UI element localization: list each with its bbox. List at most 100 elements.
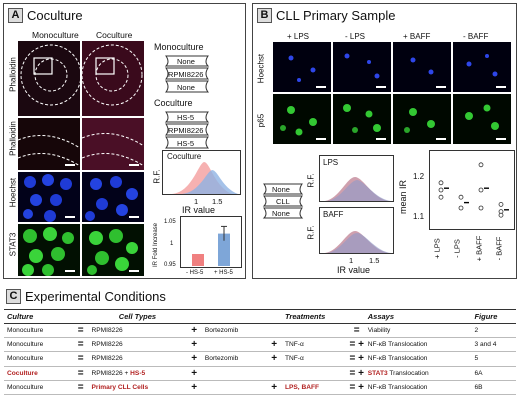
cell-treat1: Bortezomib — [201, 351, 267, 367]
schematic-co-title: Coculture — [154, 98, 193, 108]
cell-cells: RPMI8226 + HS-5 — [88, 366, 187, 381]
op-plus: + — [266, 380, 282, 395]
hoechst-co-cells — [85, 176, 138, 221]
stat3-co-cells — [87, 229, 138, 275]
cell-culture: Monoculture — [4, 351, 73, 367]
col-plus-lps: + LPS — [287, 32, 310, 41]
op-equals: = — [348, 323, 365, 339]
b-p65-minus-baff — [453, 94, 511, 144]
op-equals: = — [72, 351, 89, 367]
scatter-cat-minus-lps: - LPS — [452, 239, 462, 258]
schematic-cll-top: None — [272, 185, 290, 194]
b-hoechst-minus-lps-cells — [344, 53, 380, 79]
dist-lps-title: LPS — [323, 158, 339, 167]
schematic-cll-bottom: None — [272, 209, 290, 218]
panel-b: B CLL Primary Sample + LPS - LPS + BAFF … — [252, 3, 517, 279]
b-p65-minus-lps — [333, 94, 391, 144]
b-p65-minus-baff-cells — [465, 104, 499, 130]
scatter-point-1-0 — [458, 194, 464, 200]
scale-bar — [129, 164, 139, 166]
col-coculture: Coculture — [96, 30, 133, 40]
b-hoechst-minus-baff-cells — [466, 54, 498, 77]
schematic-mono-top: None — [177, 57, 195, 66]
dist-baff-title: BAFF — [323, 210, 344, 219]
scatter-cat-plus-lps: + LPS — [432, 238, 442, 259]
bar-cat-minus: - HS-5 — [186, 270, 204, 276]
schematic-mono-bottom: None — [177, 83, 195, 92]
col-plus-baff: + BAFF — [403, 32, 431, 41]
hoechst-mono-image — [18, 172, 80, 222]
scale-bar — [436, 86, 446, 88]
b-p65-minus-lps-cells — [343, 104, 381, 133]
op-plus: + — [186, 351, 202, 367]
phalloidin-mono-zoom — [18, 118, 80, 170]
bar-tick-top: 1.05 — [164, 219, 176, 225]
cell-treat2: TNF-α — [281, 351, 349, 367]
phalloidin-co-overlay — [82, 44, 143, 106]
op-equals: = — [72, 366, 89, 381]
schematic-mono-diagram — [164, 55, 210, 93]
cell-figure: 6B — [471, 380, 516, 395]
bar-cat-plus: + HS-5 — [214, 270, 233, 276]
scatter-ylabel: mean IR — [398, 180, 408, 215]
header-assays: Assays — [364, 309, 472, 324]
cell-treat2 — [281, 323, 349, 339]
scale-bar — [65, 270, 75, 272]
bar-tick-bottom: 0.95 — [164, 262, 176, 268]
cell-figure: 3 and 4 — [471, 337, 516, 353]
scatter-point-0-0 — [438, 180, 444, 186]
scale-bar — [316, 86, 326, 88]
phalloidin-mono-overlay — [20, 44, 80, 106]
schematic-co-diagram — [164, 111, 210, 149]
cell-assay: NF-κB Translocation — [364, 380, 472, 395]
scatter-point-2-0 — [478, 162, 484, 168]
schematic-mono-title: Monoculture — [154, 42, 204, 52]
bar-ylabel: IR Fold Increase — [153, 222, 159, 268]
op-equals: = + — [348, 380, 365, 395]
row-label-b-p65: p65 — [256, 113, 266, 128]
panel-b-letter: B — [257, 8, 272, 23]
cell-cells: Primary CLL Cells — [88, 380, 187, 395]
cell-assay: Viability — [364, 323, 472, 339]
scale-bar — [129, 216, 139, 218]
phalloidin-co-image — [82, 41, 144, 116]
dist-a-tick-2: 1.5 — [212, 197, 223, 206]
scale-bar — [376, 138, 386, 140]
panel-c-header: C Experimental Conditions — [6, 289, 166, 304]
row-label-b-hoechst: Hoechst — [256, 53, 266, 84]
dist-a-tick-1: 1 — [194, 197, 199, 206]
cell-figure: 6A — [471, 366, 516, 381]
scatter-point-3-2 — [498, 212, 504, 218]
cell-treat1 — [201, 366, 267, 381]
col-minus-baff: - BAFF — [463, 32, 489, 41]
dist-baff-tick-1: 1 — [349, 256, 354, 265]
panel-c-title: Experimental Conditions — [25, 289, 166, 304]
phalloidin-co-zoom — [82, 118, 144, 170]
table-row: Monoculture = Primary CLL Cells + + LPS,… — [4, 380, 516, 395]
cell-assay: NF-κB Translocation — [364, 337, 472, 353]
dist-a-ylabel: R.F. — [152, 169, 162, 184]
cell-figure: 2 — [471, 323, 516, 339]
dist-lps-curve-b — [327, 180, 391, 201]
row-label-phalloidin-2: Phalloidin — [8, 121, 18, 156]
op-plus: + — [186, 323, 202, 339]
bar-frame — [180, 216, 242, 268]
scale-bar — [496, 86, 506, 88]
schematic-co-middle: RPMI8226 — [168, 126, 204, 135]
dist-baff-xlabel: IR value — [337, 265, 371, 275]
op-plus — [266, 323, 282, 339]
cell-treat1 — [201, 337, 267, 353]
op-equals: = + — [348, 337, 365, 353]
scale-bar — [316, 138, 326, 140]
stat3-co-image — [82, 224, 144, 276]
panel-a: A Coculture Monoculture Coculture Phallo… — [3, 3, 246, 279]
dist-lps-ylabel: R.F. — [306, 173, 316, 188]
panel-b-title: CLL Primary Sample — [276, 8, 396, 23]
hoechst-mono-cells — [23, 174, 72, 222]
stat3-mono-image — [18, 224, 80, 276]
header-treatments: Treatments — [281, 309, 349, 324]
dist-a-title: Coculture — [167, 152, 202, 161]
bar-0 — [192, 254, 204, 266]
op-equals: = + — [348, 351, 365, 367]
dist-baff-ylabel: R.F. — [306, 225, 316, 240]
